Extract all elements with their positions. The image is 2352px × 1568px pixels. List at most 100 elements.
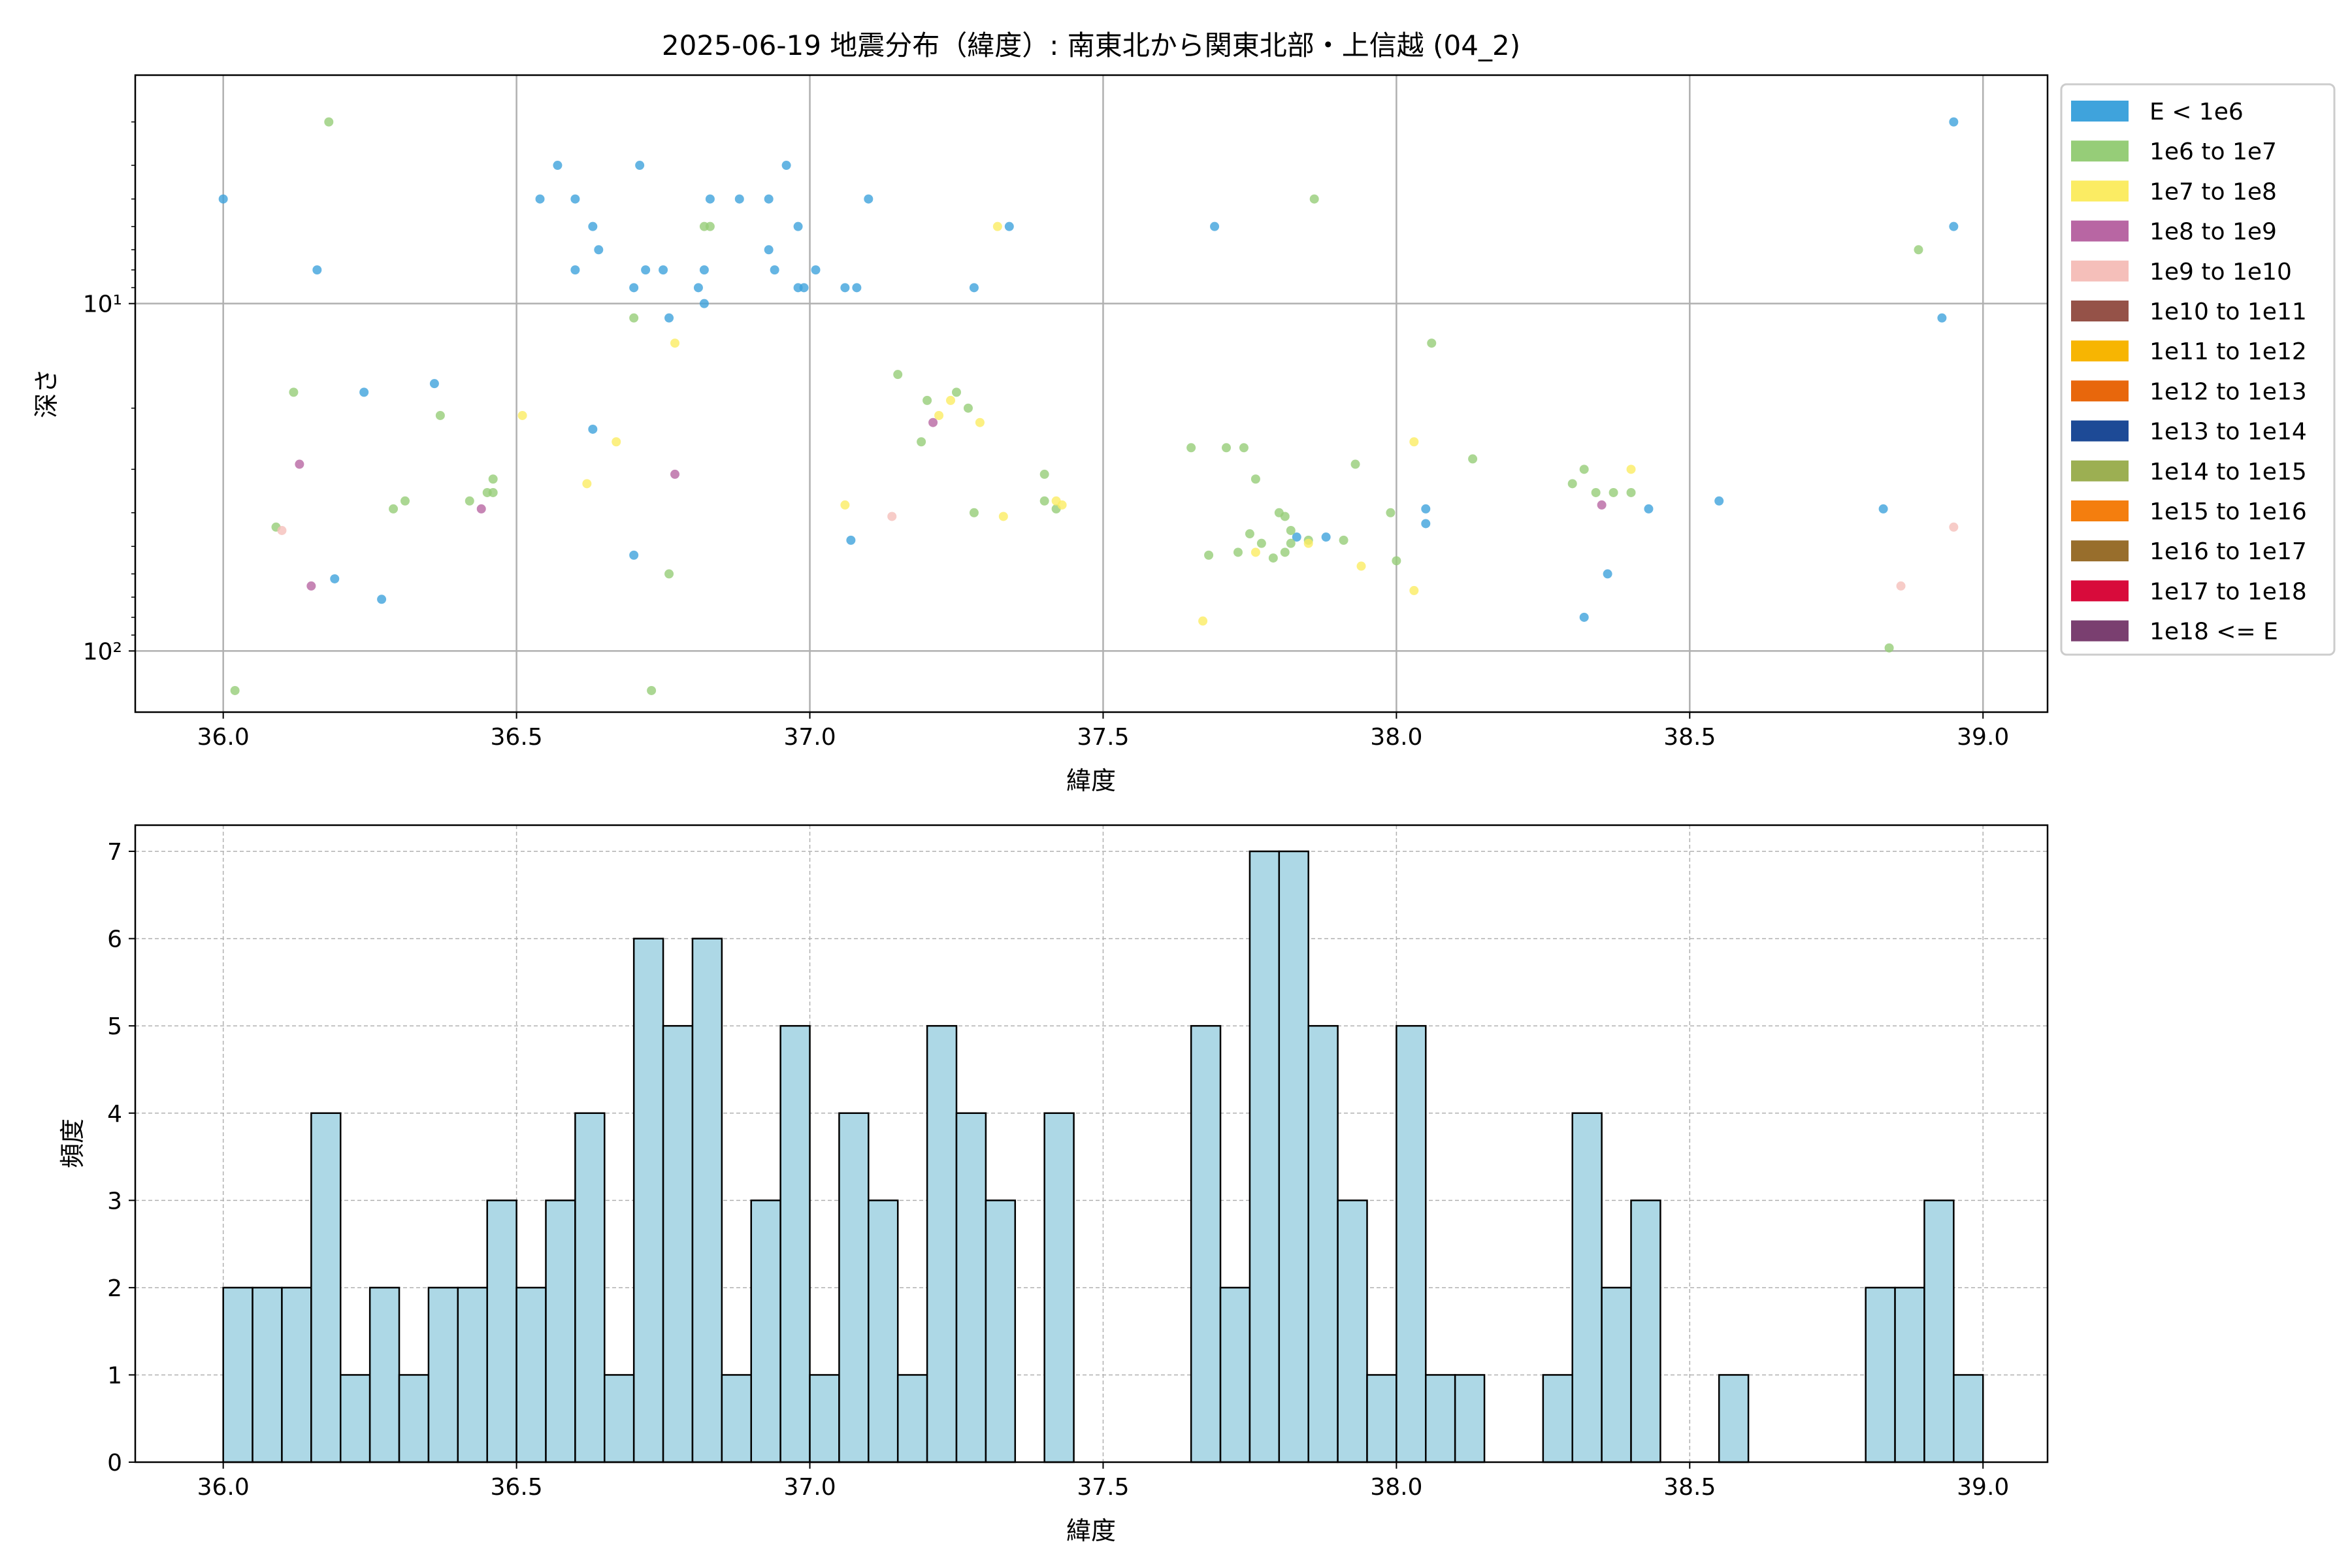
- scatter-point: [693, 283, 703, 293]
- scatter-point: [1626, 465, 1636, 474]
- scatter-point: [1250, 547, 1260, 557]
- histogram-bar: [838, 1112, 870, 1463]
- histogram-bar: [662, 1024, 694, 1463]
- histogram-bar: [1249, 850, 1281, 1463]
- scatter-x-tick-label: 36.0: [197, 724, 250, 751]
- legend-swatch: [2071, 340, 2129, 362]
- scatter-point: [289, 387, 299, 397]
- scatter-point: [793, 221, 803, 231]
- scatter-point: [1245, 529, 1254, 539]
- scatter-point: [312, 265, 322, 275]
- legend-label: 1e18 <= E: [2149, 619, 2278, 645]
- scatter-point: [1350, 459, 1360, 469]
- histogram-bar: [486, 1200, 517, 1463]
- scatter-point: [635, 161, 645, 171]
- scatter-point: [1321, 532, 1331, 542]
- scatter-point: [992, 221, 1002, 231]
- scatter-point: [324, 117, 334, 127]
- scatter-point: [917, 437, 926, 447]
- scatter-point: [1186, 443, 1196, 453]
- scatter-point: [764, 245, 774, 255]
- histogram-bar: [252, 1286, 283, 1463]
- histogram-x-tick-label: 36.0: [197, 1474, 250, 1501]
- legend-swatch: [2071, 420, 2129, 442]
- scatter-point: [1210, 221, 1220, 231]
- scatter-point: [1268, 553, 1278, 563]
- legend-label: 1e9 to 1e10: [2149, 259, 2292, 286]
- scatter-point: [852, 283, 862, 293]
- histogram-bar: [632, 938, 664, 1463]
- scatter-point: [359, 387, 369, 397]
- histogram-bar: [1865, 1286, 1896, 1463]
- scatter-point: [400, 496, 410, 506]
- scatter-point: [664, 313, 674, 323]
- scatter-point: [553, 161, 563, 171]
- scatter-point: [641, 265, 651, 275]
- scatter-point: [670, 338, 680, 348]
- scatter-point: [799, 283, 809, 293]
- scatter-point: [975, 417, 985, 427]
- legend-swatch: [2071, 180, 2129, 202]
- scatter-point: [1609, 487, 1618, 497]
- scatter-point: [840, 500, 850, 510]
- histogram-bar: [1219, 1286, 1251, 1463]
- scatter-point: [1603, 569, 1612, 579]
- histogram-bar: [1571, 1112, 1603, 1463]
- histogram-bar: [809, 1374, 840, 1463]
- scatter-grid: [135, 75, 2048, 712]
- histogram-bar: [691, 938, 723, 1463]
- legend-label: 1e12 to 1e13: [2149, 378, 2307, 405]
- scatter-point: [846, 535, 856, 545]
- scatter-point: [1292, 532, 1301, 542]
- scatter-point: [734, 194, 744, 204]
- histogram-x-tick-label: 38.0: [1370, 1474, 1422, 1501]
- histogram-bar: [1043, 1112, 1075, 1463]
- scatter-point: [306, 581, 316, 591]
- histogram-bar: [281, 1286, 312, 1463]
- histogram-bar: [1337, 1200, 1368, 1463]
- legend-swatch: [2071, 380, 2129, 402]
- scatter-point: [1198, 616, 1208, 626]
- histogram-y-tick-label: 0: [107, 1450, 122, 1477]
- legend-swatch: [2071, 460, 2129, 482]
- legend-swatch: [2071, 620, 2129, 642]
- scatter-point: [1878, 504, 1888, 514]
- legend-label: 1e10 to 1e11: [2149, 299, 2307, 325]
- histogram-x-tick-label: 37.5: [1077, 1474, 1129, 1501]
- scatter-point: [934, 410, 944, 420]
- histogram-bar: [955, 1112, 987, 1463]
- scatter-point: [389, 504, 399, 514]
- scatter-point: [330, 574, 340, 583]
- histogram-y-tick-label: 3: [107, 1188, 122, 1215]
- scatter-point: [1303, 538, 1313, 548]
- scatter-point: [1280, 547, 1290, 557]
- scatter-point: [811, 265, 821, 275]
- scatter-x-axis-label: 緯度: [1066, 766, 1116, 795]
- scatter-point: [951, 387, 961, 397]
- scatter-point: [1896, 581, 1906, 591]
- scatter-x-tick-label: 39.0: [1957, 724, 2009, 751]
- scatter-point: [699, 299, 709, 308]
- histogram-y-tick-label: 7: [107, 839, 122, 866]
- histogram-bar: [896, 1374, 928, 1463]
- scatter-point: [1309, 194, 1319, 204]
- scatter-point: [1204, 550, 1214, 560]
- histogram-bar: [721, 1374, 752, 1463]
- scatter-point: [1884, 643, 1894, 653]
- scatter-x-tick-label: 38.0: [1370, 724, 1422, 751]
- histogram-bar: [1601, 1286, 1632, 1463]
- histogram-x-tick-label: 36.5: [491, 1474, 543, 1501]
- scatter-point: [923, 395, 932, 405]
- legend-label: 1e15 to 1e16: [2149, 498, 2307, 525]
- legend-swatch: [2071, 260, 2129, 282]
- legend-swatch: [2071, 301, 2129, 321]
- scatter-y-tick-label: 10²: [83, 638, 122, 665]
- histogram-bar: [310, 1112, 342, 1463]
- chart-legend: E < 1e6 1e6 to 1e7 1e7 to 1e8 1e8 to 1e9 1e9…: [2060, 83, 2336, 656]
- scatter-point: [1039, 496, 1049, 506]
- scatter-point: [705, 221, 715, 231]
- scatter-point: [670, 469, 680, 479]
- scatter-point: [764, 194, 774, 204]
